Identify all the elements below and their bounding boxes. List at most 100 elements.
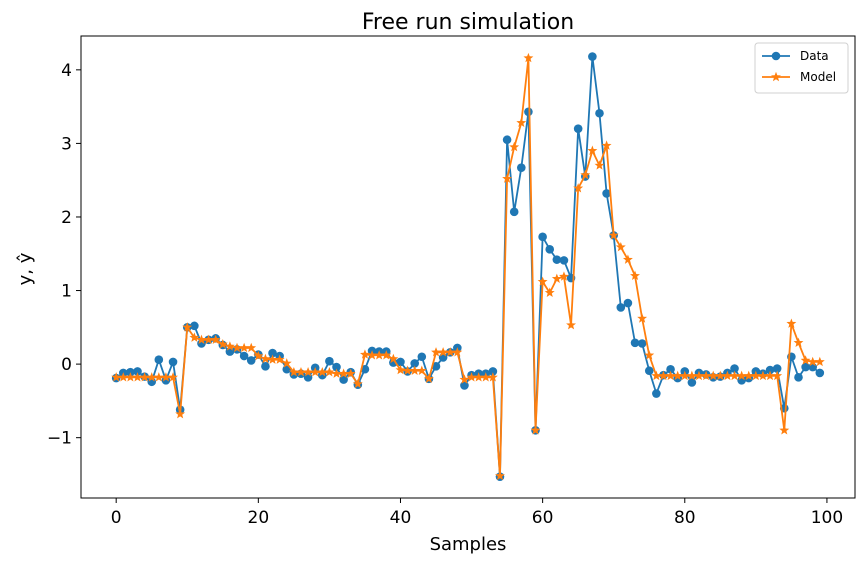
data-point-model <box>445 347 456 357</box>
data-point-model <box>487 372 498 382</box>
data-point-model <box>160 372 171 382</box>
data-point-data <box>154 355 164 364</box>
data-point-model <box>729 370 740 381</box>
data-point-data <box>396 357 405 367</box>
data-point-model <box>196 334 207 345</box>
data-point-model <box>665 370 676 381</box>
series-layer <box>111 52 825 481</box>
data-point-data <box>431 362 441 371</box>
y-tick-label: 4 <box>61 61 72 81</box>
data-point-data <box>509 207 519 217</box>
x-tick-label: 40 <box>390 508 412 528</box>
data-point-data <box>573 124 583 133</box>
data-point-model <box>473 372 484 382</box>
data-point-model <box>544 287 555 297</box>
data-point-data <box>502 135 512 145</box>
series-model <box>111 52 825 481</box>
data-point-model <box>352 378 363 389</box>
data-point-model <box>814 356 825 367</box>
data-point-model <box>203 334 214 345</box>
data-point-model <box>786 318 797 328</box>
data-point-model <box>779 425 790 435</box>
data-point-model <box>345 368 356 378</box>
x-tick-label: 0 <box>111 508 122 528</box>
data-point-data <box>595 108 604 118</box>
data-point-model <box>360 349 370 359</box>
data-point-model <box>317 367 328 377</box>
plot-area <box>80 35 856 499</box>
x-tick-label: 60 <box>532 508 554 528</box>
data-point-model <box>125 372 136 382</box>
data-point-model <box>466 372 477 382</box>
data-point-model <box>566 319 576 330</box>
data-point-model <box>651 370 662 381</box>
data-point-model <box>537 276 548 286</box>
data-point-model <box>601 140 612 150</box>
data-point-data <box>538 232 547 242</box>
data-point-data <box>239 351 249 361</box>
data-point-model <box>452 347 463 357</box>
data-point-model <box>679 370 690 381</box>
data-point-data <box>623 298 633 308</box>
legend: Data Model <box>754 42 849 94</box>
data-point-data <box>410 359 419 368</box>
data-point-model <box>168 372 178 382</box>
data-point-model <box>331 368 342 378</box>
data-point-model <box>296 367 306 377</box>
data-point-data <box>325 356 334 366</box>
data-point-model <box>516 117 527 128</box>
data-point-model <box>324 367 335 377</box>
data-point-model <box>573 183 584 193</box>
y-axis-ticks: −1 0 1 2 3 4 <box>47 61 81 449</box>
data-point-data <box>460 381 469 390</box>
data-point-model <box>480 372 491 382</box>
data-point-model <box>239 342 250 353</box>
data-point-model <box>139 372 150 382</box>
data-point-model <box>530 425 541 435</box>
data-point-model <box>622 254 633 264</box>
data-point-model <box>374 350 385 360</box>
legend-marker <box>771 51 781 61</box>
data-point-model <box>587 145 598 155</box>
data-point-model <box>559 271 569 281</box>
data-point-data <box>417 352 427 362</box>
data-point-data <box>644 366 654 376</box>
data-point-model <box>694 370 704 381</box>
data-point-data <box>616 303 626 312</box>
data-point-model <box>274 354 285 364</box>
data-point-model <box>118 372 129 382</box>
data-point-model <box>253 350 264 361</box>
y-tick-label: 2 <box>61 208 72 228</box>
data-point-model <box>338 368 349 378</box>
data-point-data <box>630 338 640 348</box>
data-point-model <box>715 370 726 381</box>
data-point-model <box>367 350 377 360</box>
legend-label: Model <box>800 70 836 84</box>
data-point-data <box>772 364 782 373</box>
data-point-model <box>594 160 605 170</box>
legend-item-model: Model <box>762 70 836 84</box>
data-point-model <box>523 52 534 63</box>
data-point-model <box>416 365 427 375</box>
data-point-data <box>559 256 569 265</box>
data-point-model <box>793 337 804 347</box>
data-point-model <box>146 372 157 382</box>
x-axis-label: Samples <box>430 534 507 555</box>
data-point-model <box>288 367 299 377</box>
data-point-model <box>644 350 655 360</box>
data-point-model <box>438 347 449 357</box>
data-point-model <box>495 470 505 481</box>
data-point-model <box>800 355 811 365</box>
data-point-data <box>339 375 348 384</box>
data-point-data <box>246 356 256 365</box>
data-point-data <box>261 362 270 371</box>
data-point-data <box>588 52 597 61</box>
data-point-model <box>409 365 420 375</box>
data-point-model <box>736 370 747 381</box>
legend-label: Data <box>800 49 829 63</box>
data-point-data <box>730 364 739 373</box>
chart-title: Free run simulation <box>362 10 574 35</box>
data-point-model <box>217 339 228 349</box>
data-point-model <box>182 322 193 332</box>
